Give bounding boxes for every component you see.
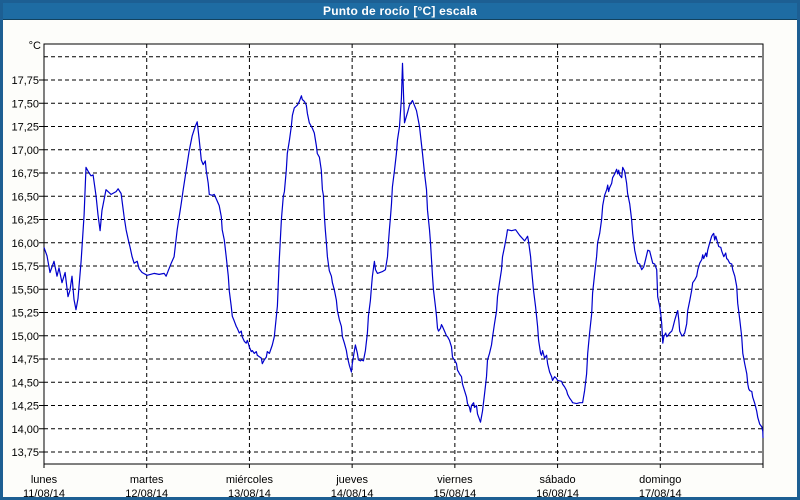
dewpoint-line <box>43 62 764 439</box>
date-label: 12/08/14 <box>125 488 168 500</box>
date-label: 17/08/14 <box>639 488 682 500</box>
y-tick-label: 14,25 <box>11 401 39 413</box>
y-tick-label: 14,50 <box>11 377 39 389</box>
y-tick-label: 14,00 <box>11 424 39 436</box>
plot-frame <box>43 43 764 465</box>
day-label: jueves <box>335 474 368 486</box>
y-tick-label: 17,00 <box>11 145 39 157</box>
y-axis-unit-label: °C <box>29 40 41 52</box>
date-label: 13/08/14 <box>228 488 271 500</box>
y-tick-label: 17,25 <box>11 122 39 134</box>
day-label: domingo <box>639 474 681 486</box>
y-tick-label: 16,00 <box>11 238 39 250</box>
y-tick-label: 16,75 <box>11 168 39 180</box>
day-label: viernes <box>437 474 473 486</box>
window-titlebar: Punto de rocío [°C] escala <box>3 3 797 20</box>
date-label: 14/08/14 <box>331 488 374 500</box>
date-label: 11/08/14 <box>23 488 65 500</box>
day-label: lunes <box>31 474 58 486</box>
date-label: 15/08/14 <box>433 488 476 500</box>
y-tick-label: 14,75 <box>11 354 39 366</box>
y-tick-label: 17,75 <box>11 75 39 87</box>
day-label: martes <box>130 474 164 486</box>
day-label: sábado <box>540 474 576 486</box>
date-label: 16/08/14 <box>536 488 579 500</box>
y-tick-label: 15,50 <box>11 284 39 296</box>
dewpoint-chart: 17,75 17,50 17,25 17,00 16,75 16,50 16,25 16,00… <box>11 40 764 500</box>
window-title: Punto de rocío [°C] escala <box>322 4 478 18</box>
y-tick-label: 15,00 <box>11 331 39 343</box>
plot-area <box>44 44 763 464</box>
y-tick-label: 15,25 <box>11 308 39 320</box>
y-tick-label: 16,50 <box>11 191 39 203</box>
y-tick-label: 16,25 <box>11 215 39 227</box>
day-label: miércoles <box>226 474 274 486</box>
y-tick-label: 17,50 <box>11 98 39 110</box>
y-tick-label: 15,75 <box>11 261 39 273</box>
y-tick-label: 13,75 <box>11 447 39 459</box>
